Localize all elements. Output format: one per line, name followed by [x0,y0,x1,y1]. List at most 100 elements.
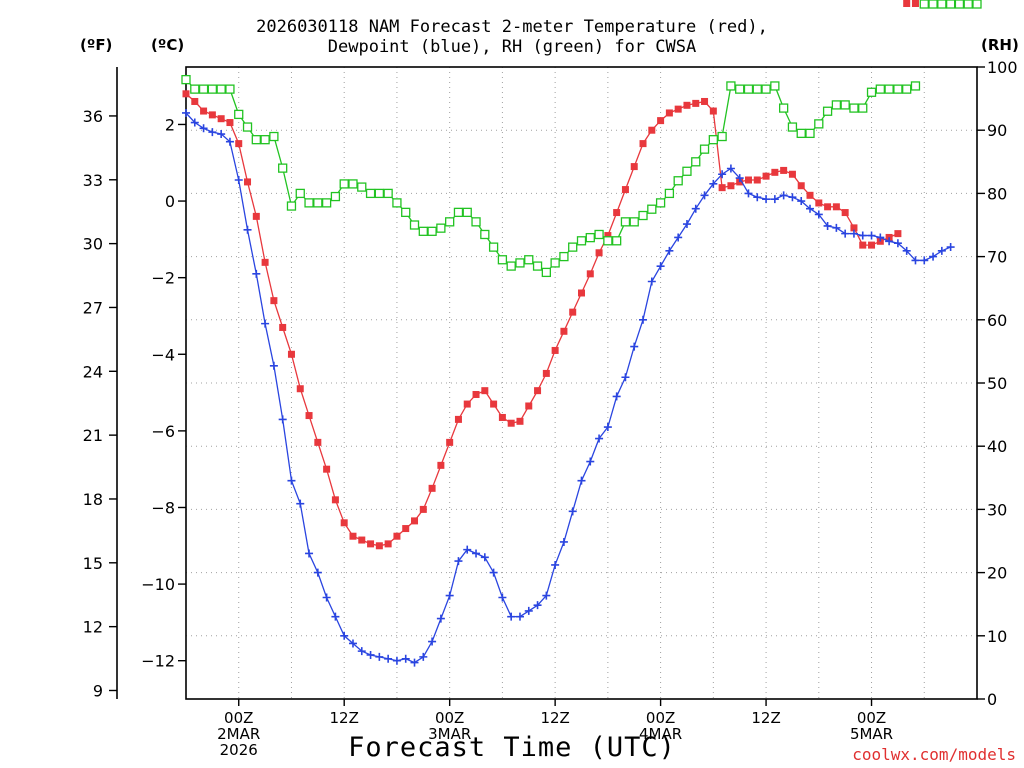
dewpoint-line [185,112,951,664]
rh-point [770,81,780,91]
dewpoint-point [436,614,445,623]
rh-tick-label: 100 [987,58,1018,77]
dewpoint-point [753,193,762,202]
x-tick-label: 2MAR [217,725,260,743]
2-meter-temperature-point [595,249,603,257]
dewpoint-point [217,130,226,139]
rh-point [814,119,824,129]
dewpoint-point [445,591,454,600]
dewpoint-point [296,499,305,508]
2-meter-temperature-point [498,413,506,421]
dewpoint-point [419,652,428,661]
2-meter-temperature-point [551,346,559,354]
x-axis-title: Forecast Time (UTC) [348,732,676,763]
rh-point [532,261,543,271]
fahrenheit-tick-label: 36 [83,107,103,126]
2-meter-temperature-point [569,308,577,316]
rh-point [471,217,481,227]
dewpoint-point [515,612,524,621]
2-meter-temperature-point [305,412,313,420]
x-tick-label: 3MAR [428,725,471,743]
fahrenheit-tick-label: 12 [83,618,103,637]
rh-tick-label: 10 [987,627,1007,646]
rh-point [269,131,279,142]
celsius-tick-label: −4 [151,345,175,364]
dewpoint-point [208,128,217,137]
dewpoint-point [797,197,806,206]
rh-point [638,210,648,221]
dewpoint-point [507,612,516,621]
rh-tick-label: 40 [987,437,1007,456]
rh-point [778,103,789,113]
rh-point [822,106,833,116]
dewpoint-point [559,537,568,546]
2-meter-temperature-point [191,97,199,105]
dewpoint-point [498,593,507,602]
2-meter-temperature-point [261,258,269,266]
fahrenheit-tick-label: 15 [83,554,103,573]
rh-point [427,226,437,236]
2-meter-temperature-point [367,540,375,548]
dewpoint-point [718,170,727,179]
dewpoint-point [709,179,718,188]
rh-point [902,84,912,94]
celsius-tick-label: 0 [165,192,175,211]
2-meter-temperature-point [744,176,752,184]
2-meter-temperature-point [753,176,761,184]
2-meter-temperature-point [797,182,805,190]
rh-point [559,251,569,262]
rh-point [655,198,666,208]
rh-point [699,144,710,154]
rh-tick-label: 80 [987,184,1007,203]
x-tick-label: 5MAR [850,725,893,743]
x-tick-label: 12Z [540,709,569,727]
dewpoint-point [305,549,314,558]
rh-point [945,0,956,9]
2-meter-temperature-point [358,536,366,544]
dewpoint-point [603,423,612,432]
dewpoint-point [788,193,797,202]
x-tick-label: 00Z [435,709,464,727]
dewpoint-point [480,553,489,562]
rh-point [928,0,938,9]
rh-point [515,258,525,268]
2-meter-temperature-point [182,90,190,98]
2-meter-temperature-point [683,101,691,109]
dewpoint-point [410,658,419,667]
2-meter-temperature-point [437,461,445,469]
rh-point [392,198,402,208]
dewpoint-point [586,457,595,466]
rh-point [445,217,455,227]
2-meter-temperature-point [815,199,823,207]
2-meter-temperature-point [841,209,849,217]
dewpoint-point [533,601,542,610]
dewpoint-point [269,361,278,370]
dewpoint-point [340,631,349,640]
source-credit: coolwx.com/models [852,745,1016,764]
fahrenheit-tick-label: 24 [83,362,103,381]
rh-point [752,84,762,94]
2-meter-temperature-point [525,402,533,410]
rh-point [787,122,798,132]
2-meter-temperature-point [824,203,832,211]
rh-tick-label: 20 [987,564,1007,583]
2-meter-temperature-point [314,438,322,446]
2-meter-temperature-point [613,209,621,217]
dewpoint-point [814,210,823,219]
dewpoint-point [911,256,920,265]
dewpoint-point [665,246,674,255]
2-meter-temperature-point [832,203,840,211]
rh-point [858,103,868,113]
rh-point [242,122,253,132]
rh-point [585,232,595,243]
dewpoint-point [612,392,621,401]
2-meter-temperature-point [446,438,454,446]
2-meter-temperature-point [542,369,550,377]
2-meter-temperature-point [911,0,919,7]
dewpoint-point [568,507,577,516]
dewpoint-point [885,237,894,246]
rh-point [743,84,754,94]
2-meter-temperature-point [507,419,515,427]
rh-point [348,179,358,189]
rh-point [401,207,411,218]
